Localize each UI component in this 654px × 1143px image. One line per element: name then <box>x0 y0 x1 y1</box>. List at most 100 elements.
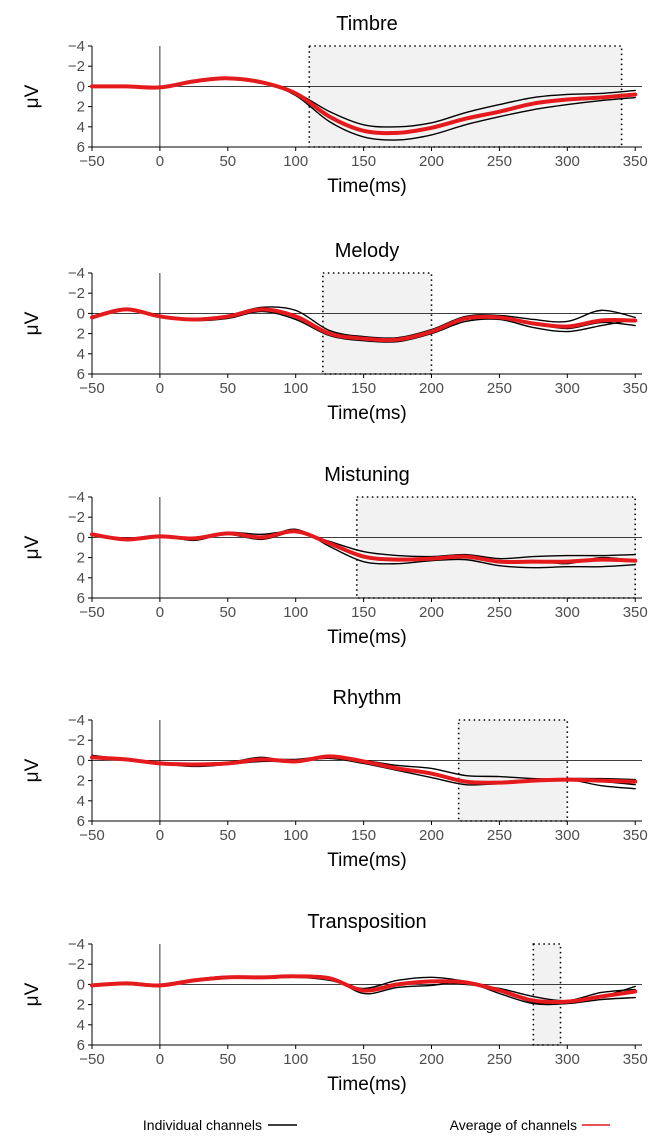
x-axis-label: Time(ms) <box>327 403 407 424</box>
x-tick-label: 250 <box>487 604 512 621</box>
panel-title: Mistuning <box>324 464 410 486</box>
x-tick-label: 350 <box>623 380 648 397</box>
x-tick-label: 100 <box>283 153 308 170</box>
y-tick-label: −4 <box>68 489 85 506</box>
x-tick-label: 350 <box>623 153 648 170</box>
x-tick-label: 50 <box>219 827 236 844</box>
x-tick-label: 0 <box>156 153 164 170</box>
y-tick-label: −4 <box>68 712 85 729</box>
x-tick-label: 0 <box>156 380 164 397</box>
y-tick-label: 4 <box>77 793 85 810</box>
x-tick-label: 100 <box>283 380 308 397</box>
y-tick-label: 0 <box>77 529 85 546</box>
x-tick-label: 0 <box>156 604 164 621</box>
x-tick-label: 150 <box>351 380 376 397</box>
panel-mistuning: −4 −2 0 2 4 6−50 0 50 100 150 200 250 300 350 Mistunin… <box>22 464 648 648</box>
panel-timbre: −4 −2 0 2 4 6−50 0 50 100 150 200 250 300 350 Timbre Ti… <box>22 13 648 197</box>
y-tick-label: −4 <box>68 265 85 282</box>
average-line <box>90 307 638 343</box>
x-tick-label: −50 <box>79 827 104 844</box>
x-tick-label: 250 <box>487 153 512 170</box>
x-tick-label: 100 <box>283 1051 308 1068</box>
analysis-window <box>308 45 623 148</box>
x-tick-label: 50 <box>219 1051 236 1068</box>
legend-label: Individual channels <box>143 1117 262 1133</box>
x-axis-label: Time(ms) <box>327 627 407 648</box>
analysis-window <box>457 719 569 822</box>
y-tick-label: 2 <box>77 773 85 790</box>
x-axis-label: Time(ms) <box>327 176 407 197</box>
y-tick-label: 4 <box>77 570 85 587</box>
panel-title: Timbre <box>336 13 397 35</box>
x-tick-label: 50 <box>219 604 236 621</box>
y-tick-label: 6 <box>77 1037 85 1054</box>
panel-transposition: −4 −2 0 2 4 6−50 0 50 100 150 200 250 300 350 Transpos… <box>22 911 648 1095</box>
x-tick-label: 0 <box>156 1051 164 1068</box>
x-tick-label: 300 <box>555 153 580 170</box>
average-line <box>90 974 638 1005</box>
legend-label: Average of channels <box>450 1117 577 1133</box>
y-tick-label: −2 <box>68 956 85 973</box>
x-tick-label: 300 <box>555 1051 580 1068</box>
x-tick-label: −50 <box>79 604 104 621</box>
y-tick-label: 2 <box>77 550 85 567</box>
y-axis-label: μV <box>22 758 43 782</box>
panel-title: Rhythm <box>333 687 402 709</box>
x-tick-label: −50 <box>79 153 104 170</box>
panel-title: Transposition <box>307 911 426 933</box>
x-tick-label: −50 <box>79 380 104 397</box>
y-tick-label: −2 <box>68 509 85 526</box>
x-tick-label: 150 <box>351 1051 376 1068</box>
y-axis-label: μV <box>22 84 43 108</box>
y-tick-label: −2 <box>68 285 85 302</box>
x-axis-label: Time(ms) <box>327 1074 407 1095</box>
x-tick-label: 150 <box>351 604 376 621</box>
x-tick-label: 350 <box>623 1051 648 1068</box>
x-tick-label: 200 <box>419 604 444 621</box>
y-tick-label: 6 <box>77 366 85 383</box>
x-tick-label: 350 <box>623 827 648 844</box>
y-tick-label: 4 <box>77 1017 85 1034</box>
x-tick-label: 200 <box>419 827 444 844</box>
y-axis-label: μV <box>22 982 43 1006</box>
y-tick-label: 0 <box>77 78 85 95</box>
x-tick-label: 100 <box>283 827 308 844</box>
y-tick-label: 2 <box>77 997 85 1014</box>
x-tick-label: 250 <box>487 827 512 844</box>
panel-rhythm: −4 −2 0 2 4 6−50 0 50 100 150 200 250 300 350 Rhythm Ti… <box>22 687 648 871</box>
x-tick-label: 300 <box>555 827 580 844</box>
analysis-window <box>356 496 637 599</box>
x-tick-label: −50 <box>79 1051 104 1068</box>
x-tick-label: 300 <box>555 604 580 621</box>
x-tick-label: 200 <box>419 380 444 397</box>
x-tick-label: 50 <box>219 380 236 397</box>
x-tick-label: 150 <box>351 827 376 844</box>
x-tick-label: 250 <box>487 380 512 397</box>
x-tick-label: 300 <box>555 380 580 397</box>
y-tick-label: 4 <box>77 119 85 136</box>
x-tick-label: 0 <box>156 827 164 844</box>
y-tick-label: 6 <box>77 813 85 830</box>
y-tick-label: 2 <box>77 99 85 116</box>
average-line <box>90 754 638 785</box>
panel-title: Melody <box>335 240 399 262</box>
average-line <box>90 529 638 565</box>
x-axis-label: Time(ms) <box>327 850 407 871</box>
y-tick-label: −2 <box>68 58 85 75</box>
y-tick-label: 4 <box>77 346 85 363</box>
panel-melody: −4 −2 0 2 4 6−50 0 50 100 150 200 250 300 350 Melody Ti… <box>22 240 648 424</box>
legend: Individual channels Average of channels <box>143 1117 610 1133</box>
x-tick-label: 150 <box>351 153 376 170</box>
y-tick-label: 6 <box>77 590 85 607</box>
y-tick-label: 0 <box>77 305 85 322</box>
y-tick-label: −4 <box>68 936 85 953</box>
x-tick-label: 50 <box>219 153 236 170</box>
y-tick-label: −2 <box>68 732 85 749</box>
y-tick-label: −4 <box>68 38 85 55</box>
x-tick-label: 100 <box>283 604 308 621</box>
y-axis-label: μV <box>22 535 43 559</box>
analysis-window <box>322 272 433 375</box>
x-tick-label: 200 <box>419 1051 444 1068</box>
